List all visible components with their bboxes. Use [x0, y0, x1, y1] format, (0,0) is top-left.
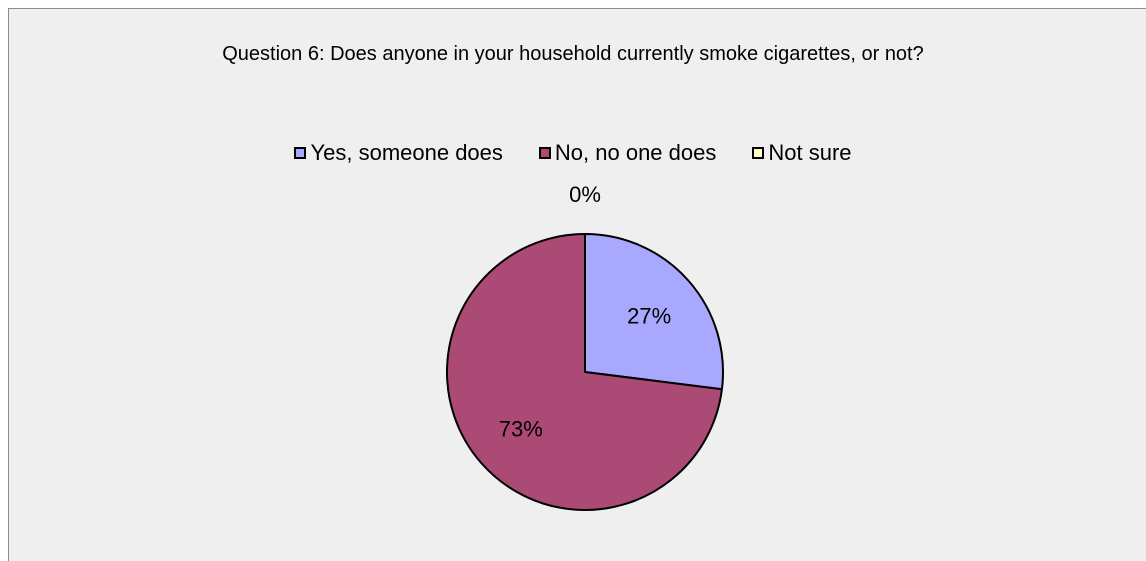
data-label-not-sure: 0% [569, 182, 601, 207]
chart-title: Question 6: Does anyone in your househol… [0, 40, 1146, 68]
pie-slice-no [446, 233, 723, 511]
data-label-yes: 27% [627, 303, 671, 328]
chart-legend: Yes, someone does No, no one does Not su… [0, 140, 1146, 166]
legend-label-no: No, no one does [554, 140, 717, 165]
pie-slices [446, 233, 724, 511]
data-label-no: 73% [499, 417, 543, 442]
legend-item-yes: Yes, someone does [294, 140, 503, 166]
legend-swatch-yes [294, 147, 307, 159]
legend-label-yes: Yes, someone does [310, 140, 503, 165]
legend-item-no: No, no one does [538, 140, 717, 166]
legend-swatch-not-sure [752, 147, 765, 159]
legend-label-not-sure: Not sure [768, 140, 852, 165]
pie-data-labels: 27% 73% 0% [499, 182, 671, 442]
legend-item-not-sure: Not sure [752, 140, 852, 166]
chart-title-text: Question 6: Does anyone in your househol… [222, 43, 924, 65]
legend-swatch-no [538, 147, 551, 159]
pie-slice-yes [584, 233, 724, 391]
